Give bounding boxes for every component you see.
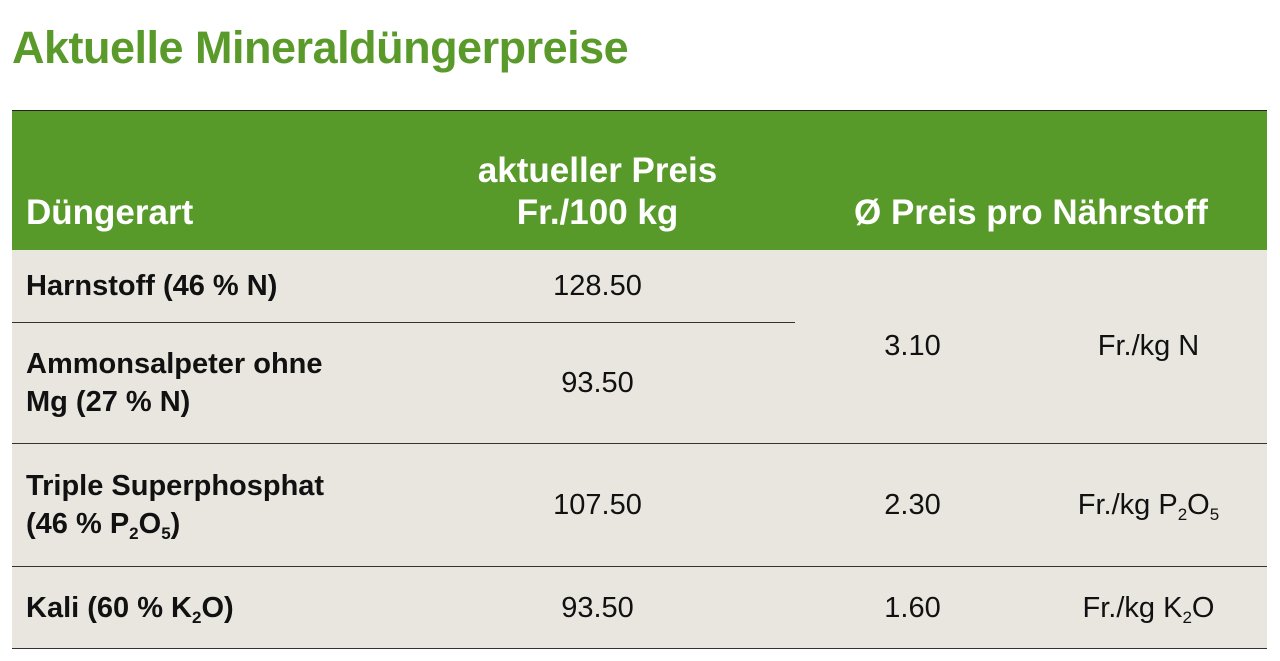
subscript: 2 (1177, 505, 1188, 524)
table-row: Harnstoff (46 % N) 128.50 3.10 Fr./kg N (12, 249, 1267, 444)
name-line: Triple Superphosphat (26, 470, 325, 502)
fertilizer-price-table: Düngerart aktueller Preis Fr./100 kg Ø Pr… (12, 110, 1267, 649)
name-part: O) (201, 591, 234, 624)
table-row: Kali (60 % K2O) 93.50 1.60 Fr./kg K2O (12, 566, 1267, 649)
price-cell: 128.50 (400, 249, 795, 323)
fertilizer-name: Triple Superphosphat (46 % P2O5) (12, 443, 400, 567)
name-part: ) (170, 508, 181, 540)
subscript: 5 (1209, 505, 1220, 524)
unit-part: O (1191, 591, 1215, 624)
name-part: O (138, 508, 162, 540)
header-current-price: aktueller Preis Fr./100 kg (400, 111, 795, 250)
unit-cell: Fr./kg K2O (1030, 566, 1267, 649)
subscript: 2 (192, 607, 202, 627)
header-price-unit: Fr./100 kg (516, 192, 679, 232)
name-line: Mg (27 % N) (26, 386, 191, 418)
subscript: 2 (129, 524, 139, 543)
unit-cell: Fr./kg P2O5 (1030, 443, 1267, 567)
name-part: Kali (60 % K (26, 591, 192, 624)
price-cell: 107.50 (400, 443, 795, 567)
fertilizer-name: Kali (60 % K2O) (12, 566, 400, 649)
name-line: Ammonsalpeter ohne (26, 348, 323, 380)
avg-price-cell: 2.30 (795, 443, 1030, 567)
name-part: (46 % P (26, 508, 130, 540)
price-cell: 93.50 (400, 566, 795, 649)
page-title: Aktuelle Mineraldüngerpreise (12, 22, 629, 73)
subscript: 2 (1182, 607, 1192, 627)
unit-cell: Fr./kg N (1030, 249, 1267, 444)
avg-price-cell: 3.10 (795, 249, 1030, 444)
table-row: Triple Superphosphat (46 % P2O5) 107.50 2… (12, 443, 1267, 567)
fertilizer-name: Harnstoff (46 % N) (12, 249, 400, 323)
unit-part: Fr./kg K (1082, 591, 1183, 624)
avg-price-cell: 1.60 (795, 566, 1030, 649)
header-fertilizer-type: Düngerart (26, 192, 194, 232)
table-row: Ammonsalpeter ohne Mg (27 % N) 93.50 (12, 322, 1267, 444)
price-cell: 93.50 (400, 322, 795, 444)
table-header-row: Düngerart aktueller Preis Fr./100 kg Ø Pr… (12, 110, 1267, 250)
subscript: 5 (161, 524, 171, 543)
header-price-label: aktueller Preis (477, 150, 718, 190)
header-avg-price-per-nutrient: Ø Preis pro Nährstoff (854, 192, 1208, 232)
unit-part: Fr./kg P (1077, 489, 1178, 521)
fertilizer-name: Ammonsalpeter ohne Mg (27 % N) (12, 322, 400, 444)
unit-part: O (1187, 489, 1210, 521)
